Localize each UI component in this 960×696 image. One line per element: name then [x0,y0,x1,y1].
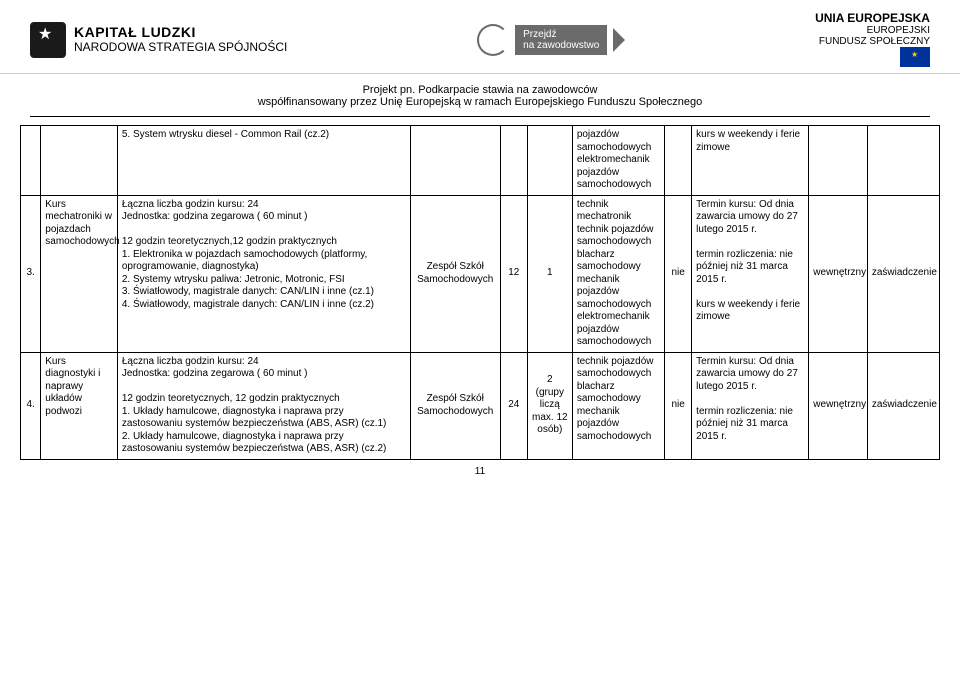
eu-l1: UNIA EUROPEJSKA [815,12,930,25]
cell-prof: pojazdów samochodowych elektromechanik p… [572,126,664,196]
center-l2: na zawodowstwo [523,40,599,51]
table-row: 3.Kurs mechatroniki w pojazdach samochod… [21,195,940,352]
logo-przejdz: Przejdź na zawodowstwo [477,24,625,56]
kl-text: KAPITAŁ LUDZKI NARODOWA STRATEGIA SPÓJNO… [74,25,287,54]
cell-termin: Termin kursu: Od dnia zawarcia umowy do … [692,195,809,352]
cell-desc: 5. System wtrysku diesel - Common Rail (… [117,126,410,196]
eu-text: UNIA EUROPEJSKA EUROPEJSKI FUNDUSZ SPOŁE… [815,12,930,47]
kl-mark-icon [30,22,66,58]
cell-prof: technik mechatronik technik pojazdów sam… [572,195,664,352]
cell-course [41,126,118,196]
center-l1: Przejdź [523,29,599,40]
cell-h12: 24 [500,352,527,459]
cell-grp: 1 [527,195,572,352]
cell-h12 [500,126,527,196]
cell-grp [527,126,572,196]
cell-wewn: wewnętrzny [809,195,868,352]
cell-nie [665,126,692,196]
project-line-2: współfinansowany przez Unię Europejską w… [30,96,930,108]
cell-h12: 12 [500,195,527,352]
cell-num: 4. [21,352,41,459]
cell-nie: nie [665,195,692,352]
cell-course: Kurs mechatroniki w pojazdach samochodow… [41,195,118,352]
divider [30,116,930,117]
cell-nie: nie [665,352,692,459]
swirl-icon [477,24,509,56]
project-line-1: Projekt pn. Podkarpacie stawia na zawodo… [30,84,930,96]
cell-termin: Termin kursu: Od dnia zawarcia umowy do … [692,352,809,459]
cell-num [21,126,41,196]
center-box: Przejdź na zawodowstwo [515,25,607,55]
project-title-block: Projekt pn. Podkarpacie stawia na zawodo… [0,74,960,112]
table-row: 4.Kurs diagnostyki i naprawy układów pod… [21,352,940,459]
cell-zespol: Zespół Szkół Samochodowych [410,352,500,459]
arrow-right-icon [613,28,625,52]
cell-prof: technik pojazdów samochodowych blacharz … [572,352,664,459]
cell-zasw: zaświadczenie [867,195,939,352]
cell-desc: Łączna liczba godzin kursu: 24 Jednostka… [117,352,410,459]
eu-flag-icon [900,47,930,67]
page-header: KAPITAŁ LUDZKI NARODOWA STRATEGIA SPÓJNO… [0,0,960,74]
kl-title: KAPITAŁ LUDZKI [74,25,287,40]
cell-zasw: zaświadczenie [867,352,939,459]
table-wrap: 5. System wtrysku diesel - Common Rail (… [0,125,960,460]
page-number: 11 [0,460,960,483]
cell-grp: 2 (grupy liczą max. 12 osób) [527,352,572,459]
table-row: 5. System wtrysku diesel - Common Rail (… [21,126,940,196]
cell-zespol: Zespół Szkół Samochodowych [410,195,500,352]
cell-num: 3. [21,195,41,352]
logo-kapital-ludzki: KAPITAŁ LUDZKI NARODOWA STRATEGIA SPÓJNO… [30,22,287,58]
cell-desc: Łączna liczba godzin kursu: 24 Jednostka… [117,195,410,352]
cell-course: Kurs diagnostyki i naprawy układów podwo… [41,352,118,459]
logo-eu: UNIA EUROPEJSKA EUROPEJSKI FUNDUSZ SPOŁE… [815,12,930,67]
kl-sub: NARODOWA STRATEGIA SPÓJNOŚCI [74,41,287,54]
cell-zespol [410,126,500,196]
cell-wewn: wewnętrzny [809,352,868,459]
eu-l3: FUNDUSZ SPOŁECZNY [815,36,930,47]
cell-termin: kurs w weekendy i ferie zimowe [692,126,809,196]
courses-table: 5. System wtrysku diesel - Common Rail (… [20,125,940,460]
cell-wewn [809,126,868,196]
cell-zasw [867,126,939,196]
eu-l2: EUROPEJSKI [815,25,930,36]
